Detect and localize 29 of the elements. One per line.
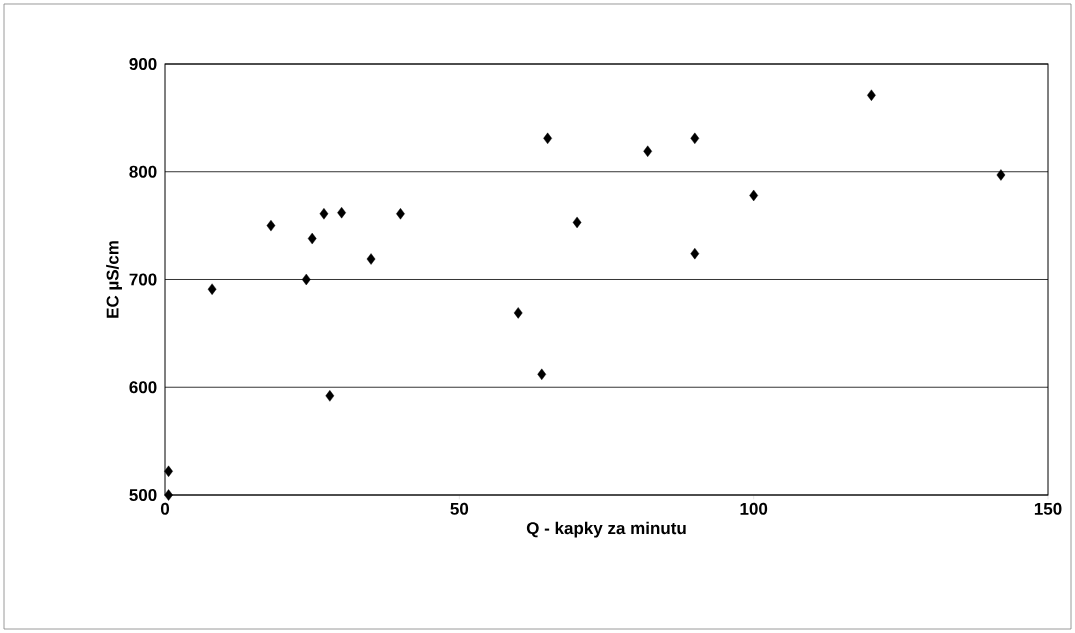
y-tick-label: 900	[129, 57, 157, 71]
x-tick-label: 0	[160, 502, 170, 515]
point	[319, 208, 329, 220]
point	[537, 368, 547, 381]
point	[396, 208, 405, 220]
point	[366, 253, 376, 265]
point	[325, 390, 335, 402]
x-tick-label: 50	[450, 502, 469, 515]
point	[996, 169, 1006, 181]
y-tick-label: 700	[129, 273, 157, 286]
point	[266, 219, 276, 232]
point	[643, 145, 653, 157]
x-tick-label: 150	[1034, 502, 1062, 515]
point	[307, 232, 317, 245]
point	[207, 283, 217, 295]
y-tick-label: 600	[129, 381, 157, 394]
point	[867, 89, 876, 101]
point	[572, 216, 582, 229]
point	[301, 273, 311, 286]
y-axis-title: EC µS/cm	[106, 241, 122, 318]
x-axis-title: Q - kapky za minutu	[526, 521, 686, 538]
point	[690, 132, 700, 145]
point	[513, 307, 523, 319]
point	[164, 489, 173, 501]
y-tick-label: 800	[129, 165, 157, 178]
y-tick-label: 500	[129, 488, 157, 502]
point	[690, 247, 700, 260]
x-tick-label: 100	[740, 502, 768, 515]
point	[164, 465, 173, 477]
